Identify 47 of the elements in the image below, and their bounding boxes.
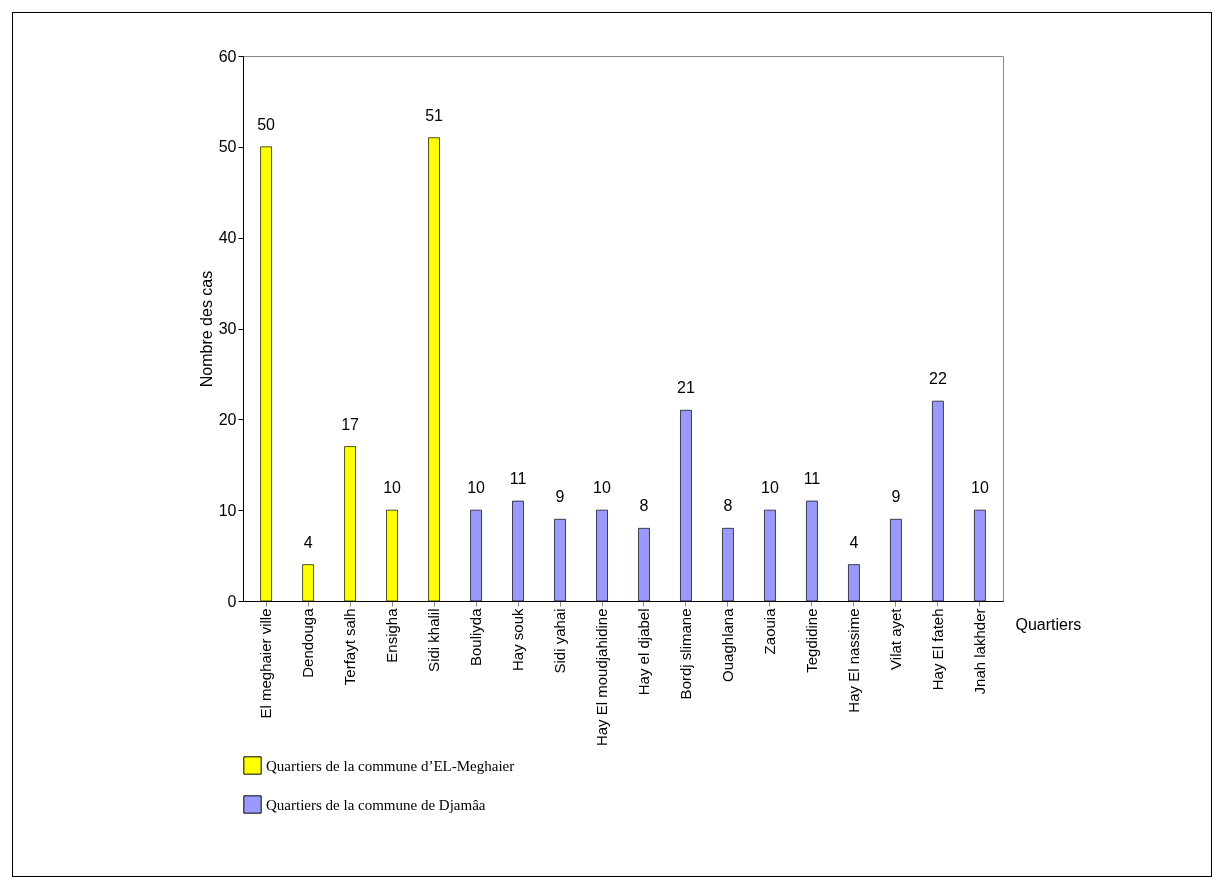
data-label: 50 bbox=[257, 115, 276, 133]
x-tick-label: Hay El moudjahidine bbox=[593, 608, 611, 747]
y-tick-label: 20 bbox=[218, 410, 237, 428]
data-label: 21 bbox=[677, 379, 695, 397]
x-tick-label: Hay El nassime bbox=[844, 608, 862, 713]
data-label: 10 bbox=[593, 479, 612, 497]
x-tick-label: Tegdidine bbox=[802, 608, 820, 673]
x-tick-label: Jnah lakhder bbox=[970, 608, 988, 695]
x-tick-label: Ensigha bbox=[383, 607, 401, 663]
legend-label: Quartiers de la commune d’EL-Meghaier bbox=[266, 757, 515, 774]
y-axis-title: Nombre des cas bbox=[197, 270, 215, 388]
x-tick-label: Sidi yahai bbox=[551, 608, 569, 674]
x-tick-label: Terfayt salh bbox=[341, 608, 359, 686]
y-tick-label: 60 bbox=[218, 47, 237, 65]
data-label: 10 bbox=[971, 479, 989, 497]
y-tick-label: 0 bbox=[227, 592, 237, 610]
data-label: 10 bbox=[467, 479, 486, 497]
x-tick-label: Sidi khalil bbox=[425, 608, 443, 672]
x-tick-label: Hay souk bbox=[509, 608, 527, 672]
data-label: 8 bbox=[639, 497, 649, 515]
x-tick-label: Vilat ayet bbox=[886, 607, 904, 670]
data-label: 11 bbox=[509, 470, 527, 488]
data-label: 22 bbox=[929, 370, 947, 388]
data-label: 10 bbox=[383, 479, 402, 497]
legend-label: Quartiers de la commune de Djamâa bbox=[266, 796, 486, 813]
x-tick-label: Dendouga bbox=[299, 607, 317, 678]
data-label: 9 bbox=[555, 488, 565, 506]
data-label: 4 bbox=[849, 533, 859, 551]
x-tick-label: Ouaghlana bbox=[718, 607, 736, 682]
x-axis-title: Quartiers bbox=[1015, 615, 1082, 633]
x-tick-label: Hay El fateh bbox=[928, 608, 946, 691]
y-tick-label: 30 bbox=[218, 320, 237, 337]
y-tick-label: 50 bbox=[218, 138, 237, 156]
x-tick-label: Bouliyda bbox=[467, 607, 485, 667]
x-tick-label: Zaouia bbox=[760, 607, 778, 655]
data-label: 10 bbox=[761, 479, 779, 497]
x-tick-label: Bordj slimane bbox=[676, 608, 694, 700]
x-tick-label: El meghaier ville bbox=[257, 608, 275, 719]
data-label: 51 bbox=[425, 106, 444, 124]
data-label: 9 bbox=[891, 488, 901, 506]
data-label: 17 bbox=[341, 415, 360, 433]
data-label: 8 bbox=[723, 497, 733, 515]
y-tick-label: 40 bbox=[218, 229, 237, 247]
data-label: 11 bbox=[803, 470, 821, 488]
y-tick-label: 10 bbox=[218, 501, 237, 519]
data-label: 4 bbox=[303, 533, 313, 551]
x-tick-label: Hay el djabel bbox=[634, 608, 652, 696]
